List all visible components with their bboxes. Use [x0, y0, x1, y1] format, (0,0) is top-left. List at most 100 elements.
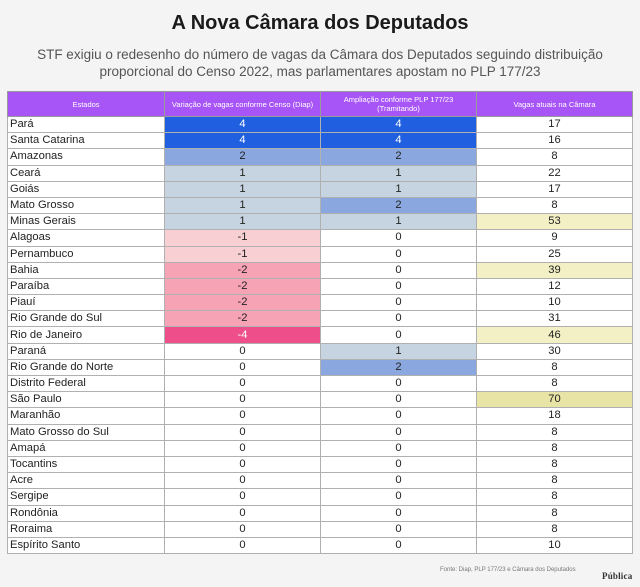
header-estados: Estados: [7, 91, 165, 117]
cell-ampliacao: 0: [320, 277, 477, 296]
cell-state: Rio de Janeiro: [7, 326, 165, 344]
cell-variacao: 0: [164, 455, 321, 474]
table-row: Bahia -2 0 39: [7, 261, 633, 279]
cell-variacao: 1: [164, 196, 321, 215]
cell-vagas-atuais: 8: [476, 488, 633, 506]
header-ampliacao: Ampliação conforme PLP 177/23 (Tramitand…: [320, 91, 477, 117]
cell-vagas-atuais: 8: [476, 196, 633, 215]
cell-state: Espírito Santo: [7, 536, 165, 555]
cell-vagas-atuais: 8: [476, 148, 633, 166]
cell-vagas-atuais: 25: [476, 245, 633, 263]
table-row: Amapá 0 0 8: [7, 439, 633, 457]
cell-ampliacao: 0: [320, 536, 477, 555]
cell-state: Piauí: [7, 294, 165, 312]
table-row: Espírito Santo 0 0 10: [7, 536, 633, 555]
cell-variacao: 0: [164, 391, 321, 409]
cell-ampliacao: 0: [320, 423, 477, 441]
cell-vagas-atuais: 30: [476, 342, 633, 360]
cell-state: Mato Grosso do Sul: [7, 423, 165, 441]
publica-logo: Pública: [602, 571, 633, 581]
cell-ampliacao: 1: [320, 342, 477, 360]
cell-variacao: 1: [164, 164, 321, 182]
cell-state: Rondônia: [7, 504, 165, 522]
table-row: Paraíba -2 0 12: [7, 277, 633, 296]
cell-ampliacao: 0: [320, 245, 477, 263]
cell-state: Paraná: [7, 342, 165, 360]
table-row: Rio Grande do Norte 0 2 8: [7, 358, 633, 377]
table-row: Goiás 1 1 17: [7, 180, 633, 198]
cell-vagas-atuais: 46: [476, 326, 633, 344]
cell-ampliacao: 0: [320, 229, 477, 247]
cell-ampliacao: 0: [320, 472, 477, 490]
cell-state: Pará: [7, 115, 165, 134]
table-row: Acre 0 0 8: [7, 472, 633, 490]
cell-vagas-atuais: 53: [476, 213, 633, 231]
cell-vagas-atuais: 18: [476, 407, 633, 425]
cell-ampliacao: 0: [320, 407, 477, 425]
cell-variacao: -1: [164, 229, 321, 247]
cell-ampliacao: 0: [320, 391, 477, 409]
cell-variacao: 0: [164, 407, 321, 425]
table-row: Ceará 1 1 22: [7, 164, 633, 182]
cell-state: Santa Catarina: [7, 132, 165, 150]
cell-vagas-atuais: 39: [476, 261, 633, 279]
cell-vagas-atuais: 17: [476, 180, 633, 198]
cell-state: Amapá: [7, 439, 165, 457]
table-row: Mato Grosso 1 2 8: [7, 196, 633, 215]
cell-state: Sergipe: [7, 488, 165, 506]
chart-title: A Nova Câmara dos Deputados: [171, 12, 469, 34]
cell-variacao: 4: [164, 132, 321, 150]
table-row: Piauí -2 0 10: [7, 294, 633, 312]
table-row: Pará 4 4 17: [7, 115, 633, 134]
header-row: Estados Variação de vagas conforme Censo…: [7, 91, 633, 117]
cell-state: Ceará: [7, 164, 165, 182]
cell-ampliacao: 2: [320, 358, 477, 377]
cell-ampliacao: 1: [320, 213, 477, 231]
table-row: Maranhão 0 0 18: [7, 407, 633, 425]
cell-state: Distrito Federal: [7, 374, 165, 393]
cell-ampliacao: 0: [320, 488, 477, 506]
cell-ampliacao: 2: [320, 148, 477, 166]
cell-variacao: 1: [164, 180, 321, 198]
cell-state: Acre: [7, 472, 165, 490]
cell-variacao: -2: [164, 277, 321, 296]
cell-vagas-atuais: 8: [476, 520, 633, 538]
cell-ampliacao: 4: [320, 115, 477, 134]
cell-variacao: 0: [164, 536, 321, 555]
cell-variacao: 0: [164, 520, 321, 538]
cell-vagas-atuais: 8: [476, 423, 633, 441]
cell-state: Roraima: [7, 520, 165, 538]
cell-variacao: 0: [164, 488, 321, 506]
cell-vagas-atuais: 17: [476, 115, 633, 134]
cell-ampliacao: 0: [320, 310, 477, 328]
table-row: Alagoas -1 0 9: [7, 229, 633, 247]
cell-state: Rio Grande do Norte: [7, 358, 165, 377]
cell-ampliacao: 0: [320, 294, 477, 312]
table-row: Amazonas 2 2 8: [7, 148, 633, 166]
cell-vagas-atuais: 8: [476, 504, 633, 522]
cell-state: Paraíba: [7, 277, 165, 296]
table-row: São Paulo 0 0 70: [7, 391, 633, 409]
cell-state: Tocantins: [7, 455, 165, 474]
cell-ampliacao: 2: [320, 196, 477, 215]
chart-subtitle: STF exigiu o redesenho do número de vaga…: [37, 47, 603, 79]
cell-vagas-atuais: 22: [476, 164, 633, 182]
cell-vagas-atuais: 70: [476, 391, 633, 409]
cell-state: Minas Gerais: [7, 213, 165, 231]
cell-state: São Paulo: [7, 391, 165, 409]
cell-state: Alagoas: [7, 229, 165, 247]
cell-vagas-atuais: 10: [476, 536, 633, 555]
seats-table: Estados Variação de vagas conforme Censo…: [7, 91, 633, 555]
cell-vagas-atuais: 16: [476, 132, 633, 150]
cell-vagas-atuais: 8: [476, 374, 633, 393]
cell-variacao: -4: [164, 326, 321, 344]
cell-ampliacao: 0: [320, 455, 477, 474]
cell-variacao: 4: [164, 115, 321, 134]
cell-variacao: -2: [164, 310, 321, 328]
cell-vagas-atuais: 31: [476, 310, 633, 328]
cell-state: Pernambuco: [7, 245, 165, 263]
cell-variacao: 0: [164, 439, 321, 457]
cell-vagas-atuais: 9: [476, 229, 633, 247]
table-row: Santa Catarina 4 4 16: [7, 132, 633, 150]
cell-variacao: 0: [164, 358, 321, 377]
